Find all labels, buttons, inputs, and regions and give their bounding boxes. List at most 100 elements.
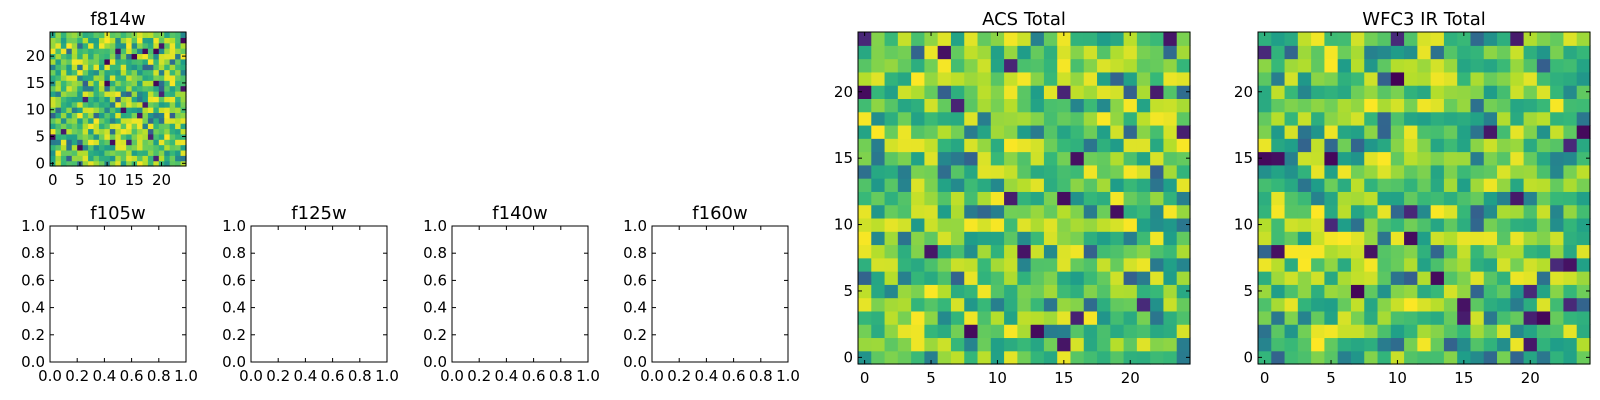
heatmap-cell — [88, 117, 95, 124]
x-tick-label: 0.4 — [494, 367, 518, 385]
heatmap-cell — [1457, 204, 1472, 219]
heatmap-cell — [82, 133, 89, 140]
heatmap-cell — [77, 74, 84, 81]
heatmap-cell — [55, 107, 62, 113]
heatmap-cell — [884, 32, 899, 46]
heatmap-cell — [1364, 324, 1379, 339]
heatmap-cell — [115, 149, 122, 156]
heatmap-cell — [950, 138, 965, 153]
heatmap-cell — [1350, 324, 1365, 339]
heatmap-cell — [88, 42, 95, 49]
heatmap-cell — [142, 69, 149, 76]
heatmap-cell — [153, 64, 160, 71]
heatmap-cell — [1030, 310, 1045, 325]
y-tick-label: 1.0 — [423, 217, 447, 235]
heatmap-cell — [1443, 350, 1458, 365]
x-tick-label: 1.0 — [375, 367, 399, 385]
heatmap-cell — [911, 45, 925, 60]
heatmap-cell — [1110, 71, 1125, 86]
heatmap-cell — [164, 107, 171, 113]
heatmap-cell — [1364, 164, 1379, 179]
heatmap-cell — [964, 310, 979, 325]
heatmap-cell — [1417, 297, 1432, 312]
heatmap-cell — [115, 139, 122, 146]
heatmap-cell — [60, 144, 67, 151]
heatmap-cell — [911, 297, 925, 312]
heatmap-cell — [1150, 297, 1165, 312]
heatmap-cell — [82, 112, 89, 119]
heatmap-cell — [1163, 271, 1178, 285]
heatmap-cell — [1417, 310, 1432, 325]
heatmap-cell — [175, 117, 182, 124]
heatmap-cell — [1284, 111, 1299, 126]
heatmap-cell — [964, 217, 979, 232]
x-tick-label: 5 — [75, 171, 85, 189]
heatmap-cell — [1443, 284, 1458, 299]
heatmap-cell — [1457, 85, 1472, 99]
heatmap-cell — [120, 74, 127, 81]
heatmap-cell — [1083, 217, 1098, 232]
heatmap-cell — [990, 98, 1005, 113]
heatmap-cell — [1043, 350, 1058, 365]
heatmap-cell — [1030, 32, 1045, 46]
heatmap-cell — [1337, 284, 1352, 299]
heatmap-cell — [1576, 204, 1591, 219]
heatmap-cell — [1457, 324, 1472, 339]
heatmap-cell — [55, 96, 62, 103]
heatmap-cell — [1271, 178, 1286, 192]
heatmap-cell — [1563, 244, 1578, 259]
heatmap-cell — [1470, 32, 1485, 46]
heatmap-cell — [1377, 271, 1392, 285]
heatmap-cell — [1483, 310, 1498, 325]
heatmap-cell — [1057, 204, 1072, 219]
panel-f140w: 0.0 0.2 0.4 0.6 0.8 1.00.00.20.40.60.81.0f140… — [423, 203, 600, 385]
heatmap-cell — [1070, 178, 1085, 192]
heatmap-cell — [950, 85, 965, 99]
heatmap-cell — [55, 117, 62, 124]
heatmap-cell — [897, 71, 912, 86]
heatmap-cell — [964, 151, 979, 166]
heatmap-cell — [137, 64, 144, 71]
heatmap-cell — [93, 117, 100, 124]
heatmap-cell — [66, 85, 73, 92]
heatmap-cell — [109, 96, 116, 103]
heatmap-cell — [164, 90, 171, 97]
heatmap-cell — [180, 149, 187, 156]
heatmap-cell — [1483, 85, 1498, 99]
heatmap-cell — [1457, 45, 1472, 60]
heatmap-cell — [897, 32, 912, 46]
heatmap-cell — [1377, 178, 1392, 192]
heatmap-cell — [169, 64, 176, 71]
heatmap-cell — [1350, 310, 1365, 325]
heatmap-cell — [1364, 32, 1379, 46]
heatmap-cell — [897, 297, 912, 312]
heatmap-cell — [1043, 151, 1058, 166]
heatmap-cell — [147, 112, 154, 119]
heatmap-cell — [1057, 257, 1072, 272]
heatmap-cell — [1523, 178, 1538, 192]
heatmap-cell — [1483, 231, 1498, 246]
heatmap-cell — [137, 144, 144, 151]
heatmap-cell — [1030, 98, 1045, 113]
heatmap-cell — [1404, 45, 1418, 60]
heatmap-cell — [1043, 124, 1058, 139]
heatmap-cell — [93, 155, 100, 162]
heatmap-cell — [71, 37, 78, 44]
heatmap-cell — [1483, 350, 1498, 365]
heatmap-cell — [60, 128, 67, 135]
heatmap-cell — [55, 53, 62, 60]
heatmap-cell — [60, 58, 67, 65]
heatmap-cell — [164, 69, 171, 76]
heatmap-cell — [1057, 231, 1072, 246]
heatmap-cell — [1457, 257, 1472, 272]
heatmap-cell — [98, 144, 105, 151]
heatmap-cell — [1030, 178, 1045, 192]
heatmap-cell — [1057, 310, 1072, 325]
heatmap-cell — [164, 32, 171, 38]
heatmap-cell — [1430, 111, 1445, 126]
heatmap-cell — [884, 244, 899, 259]
heatmap-cell — [1284, 310, 1299, 325]
heatmap-cell — [1297, 85, 1312, 99]
heatmap-cell — [153, 90, 160, 97]
heatmap-cell — [98, 64, 105, 71]
